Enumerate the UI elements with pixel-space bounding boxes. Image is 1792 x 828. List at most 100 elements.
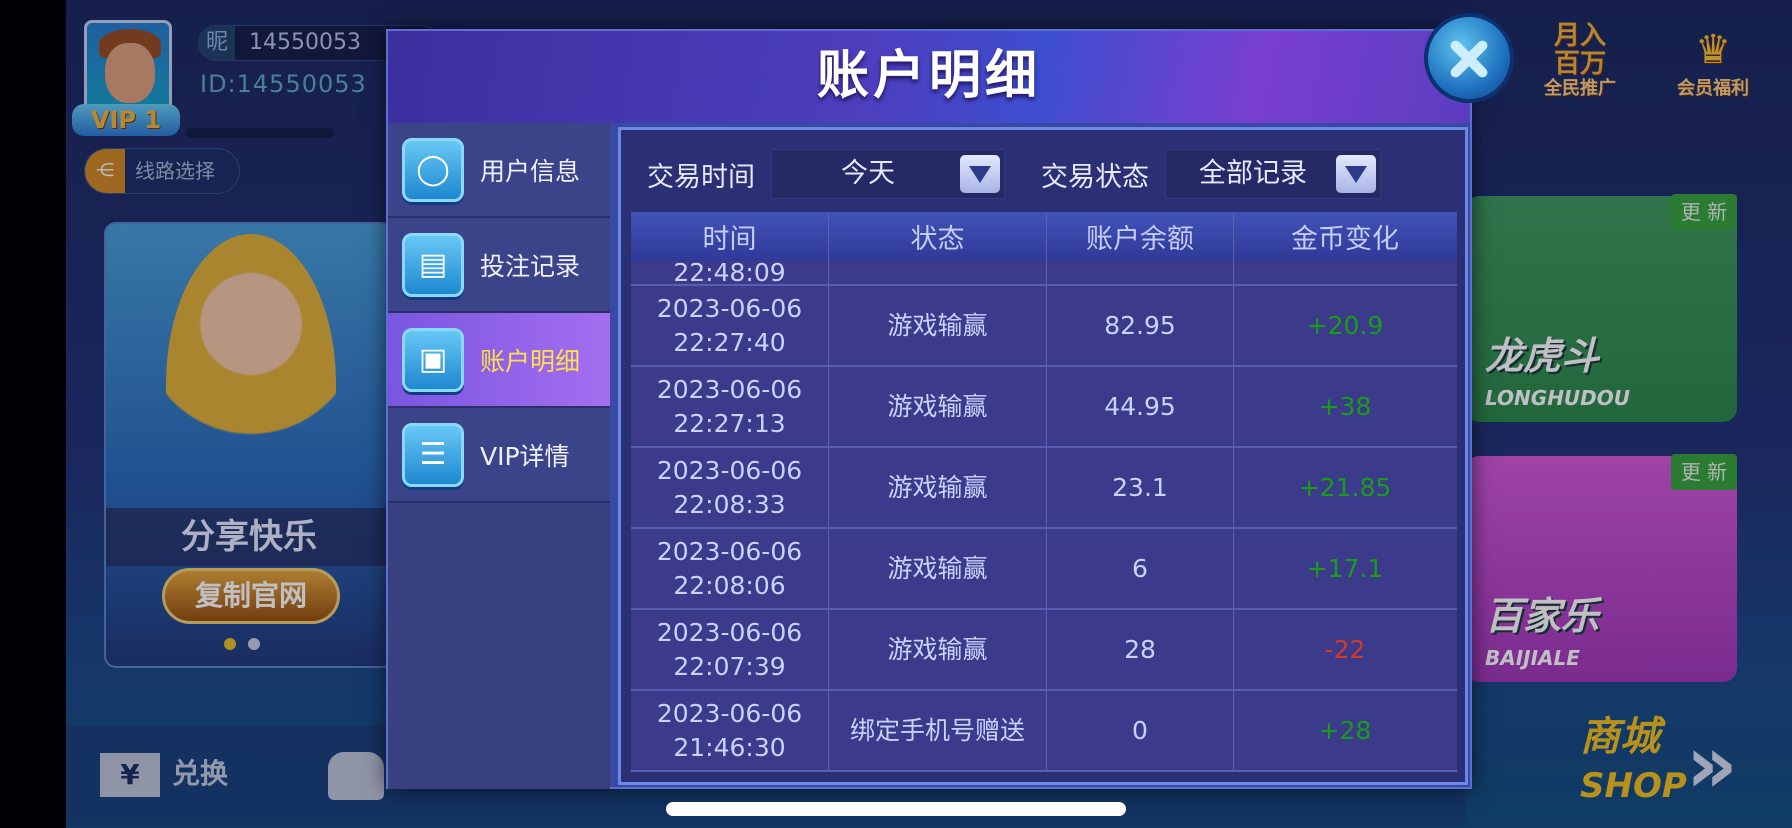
route-icon: ⋲ — [85, 149, 125, 193]
balance-cell: 82.95 — [1047, 286, 1234, 365]
carousel-dots — [224, 638, 260, 650]
table-row: 2023-06-06 22:08:06 游戏输赢 6 +17.1 — [631, 529, 1457, 610]
game-subtitle: LONGHUDOU — [1485, 386, 1631, 410]
sidebar-item-label: 投注记录 — [480, 251, 581, 281]
balance-cell: 23.1 — [1047, 448, 1234, 527]
details-panel: 交易时间 今天 交易状态 全部记录 时间 状态 账户余额 金币变化 22:48:… — [618, 127, 1468, 785]
nickname-value: 14550053 — [249, 30, 361, 55]
change-cell: -22 — [1324, 634, 1366, 664]
route-select-button[interactable]: ⋲ 线路选择 — [84, 148, 240, 194]
dropdown-arrow-icon[interactable] — [960, 155, 1000, 193]
balance-cell: 28 — [1047, 610, 1234, 689]
yen-ticket-icon: ¥ — [100, 753, 160, 797]
close-button[interactable] — [1424, 13, 1514, 103]
date-value: 2023-06-06 — [656, 536, 803, 566]
time-value: 22:07:39 — [673, 651, 786, 681]
time-value: 22:48:09 — [673, 261, 786, 284]
account-details-dialog: 账户明细 ◯ 用户信息 ▤ 投注记录 ▣ 账户明细 ☰ VIP详情 交易时间 今天 交易… — [386, 13, 1514, 789]
sidebar-item-label: VIP详情 — [480, 441, 570, 471]
banner-character — [166, 234, 336, 534]
time-filter-value: 今天 — [841, 158, 895, 189]
avatar-face — [105, 43, 155, 103]
promotion-button[interactable]: 月入 百万 全民推广 — [1530, 22, 1630, 100]
time-cell: 2023-06-06 22:07:39 — [631, 610, 829, 689]
share-banner[interactable]: 分享快乐 复制官网 — [104, 222, 394, 668]
status-filter-select[interactable]: 全部记录 — [1165, 149, 1381, 199]
status-cell: 游戏输赢 — [829, 529, 1047, 608]
sidebar-item-label: 账户明细 — [480, 346, 581, 376]
table-header: 时间 状态 账户余额 金币变化 — [631, 212, 1457, 261]
column-header: 状态 — [829, 212, 1047, 261]
table-row: 2023-06-06 22:27:40 游戏输赢 82.95 +20.9 — [631, 286, 1457, 367]
exchange-button[interactable]: ¥ 兑换 — [100, 752, 228, 797]
date-value: 2023-06-06 — [656, 455, 803, 485]
copy-website-button[interactable]: 复制官网 — [162, 568, 340, 624]
user-id: ID:14550053 — [200, 70, 367, 98]
member-benefits-button[interactable]: ♛ 会员福利 — [1668, 22, 1758, 100]
update-badge: 更 新 — [1671, 194, 1737, 230]
table-row: 2023-06-06 21:46:30 绑定手机号赠送 0 +28 — [631, 691, 1457, 772]
status-cell: 游戏输赢 — [829, 448, 1047, 527]
status-cell: 绑定手机号赠送 — [829, 691, 1047, 770]
change-cell: +21.85 — [1298, 472, 1392, 502]
avatar[interactable] — [84, 20, 172, 120]
sidebar-item-vip-details[interactable]: ☰ VIP详情 — [388, 408, 610, 503]
time-value: 22:08:33 — [673, 489, 786, 519]
exp-bar — [186, 128, 334, 138]
member-benefits-label: 会员福利 — [1677, 78, 1749, 99]
user-icon: ◯ — [402, 137, 464, 202]
date-value: 2023-06-06 — [656, 617, 803, 647]
time-cell: 2023-06-06 21:46:30 — [631, 691, 829, 770]
list-icon: ☰ — [402, 422, 464, 487]
time-value: 22:27:40 — [673, 327, 786, 357]
phone-icon[interactable] — [328, 752, 384, 800]
dialog-sidebar: ◯ 用户信息 ▤ 投注记录 ▣ 账户明细 ☰ VIP详情 — [388, 123, 610, 789]
update-badge: 更 新 — [1671, 454, 1737, 490]
time-cell: 2023-06-06 22:08:33 — [631, 448, 829, 527]
carousel-dot[interactable] — [248, 638, 260, 650]
balance-cell: 44.95 — [1047, 367, 1234, 446]
sidebar-item-label: 用户信息 — [480, 156, 581, 186]
home-indicator[interactable] — [666, 802, 1126, 816]
balance-cell: 0 — [1047, 691, 1234, 770]
promo-line2: 百万 — [1553, 49, 1606, 79]
route-label: 线路选择 — [135, 159, 215, 183]
time-cell: 2023-06-06 22:08:06 — [631, 529, 829, 608]
promo-label: 全民推广 — [1544, 78, 1616, 99]
time-cell: 2023-06-06 22:27:13 — [631, 367, 829, 446]
status-cell: 游戏输赢 — [829, 367, 1047, 446]
shop-button[interactable]: 商城 SHOP » — [1450, 700, 1750, 820]
status-cell — [829, 261, 1047, 284]
carousel-dot[interactable] — [224, 638, 236, 650]
dialog-title-bar: 账户明细 — [388, 31, 1470, 123]
date-value: 2023-06-06 — [656, 374, 803, 404]
sidebar-item-account-details[interactable]: ▣ 账户明细 — [388, 313, 610, 408]
game-card-longhudou[interactable]: 更 新 龙虎斗 LONGHUDOU — [1465, 194, 1737, 422]
nickname-label: 昵 — [199, 26, 235, 60]
time-filter-label: 交易时间 — [647, 161, 755, 193]
change-cell: +28 — [1318, 715, 1372, 745]
table-row: 2023-06-06 22:08:33 游戏输赢 23.1 +21.85 — [631, 448, 1457, 529]
time-filter-select[interactable]: 今天 — [771, 149, 1005, 199]
account-bill-icon: ▣ — [402, 327, 464, 392]
game-card-baijiale[interactable]: 更 新 百家乐 BAIJIALE — [1465, 454, 1737, 682]
list-doc-icon: ▤ — [402, 232, 464, 297]
game-title: 百家乐 — [1485, 594, 1600, 638]
change-cell: +17.1 — [1306, 553, 1384, 583]
game-title: 龙虎斗 — [1485, 334, 1600, 378]
dialog-title: 账户明细 — [816, 46, 1041, 106]
promo-line1: 月入 — [1553, 21, 1606, 51]
status-filter-label: 交易状态 — [1041, 161, 1149, 193]
dropdown-arrow-icon[interactable] — [1336, 155, 1376, 193]
filter-row: 交易时间 今天 交易状态 全部记录 — [631, 144, 1459, 204]
table-row: 2023-06-06 22:07:39 游戏输赢 28 -22 — [631, 610, 1457, 691]
chevron-right-icon: » — [1686, 718, 1738, 811]
time-value: 22:27:13 — [673, 408, 786, 438]
shop-label-en: SHOP — [1580, 766, 1687, 806]
shop-label: 商城 — [1580, 714, 1660, 760]
sidebar-item-user-info[interactable]: ◯ 用户信息 — [388, 123, 610, 218]
sidebar-item-bet-records[interactable]: ▤ 投注记录 — [388, 218, 610, 313]
time-cell: 22:48:09 — [631, 261, 829, 284]
transactions-table[interactable]: 时间 状态 账户余额 金币变化 22:48:09 2023-06-06 22:27… — [631, 212, 1457, 772]
balance-cell: 6 — [1047, 529, 1234, 608]
